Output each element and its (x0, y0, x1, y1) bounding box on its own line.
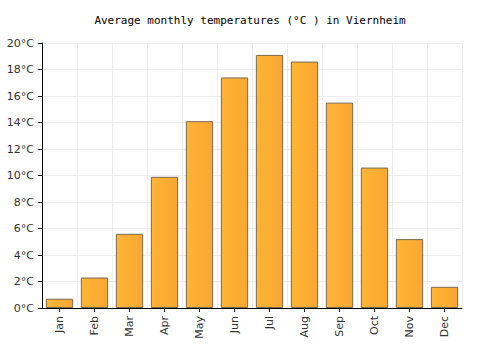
svg-text:10°C: 10°C (7, 169, 34, 182)
svg-text:8°C: 8°C (14, 196, 34, 209)
svg-text:May: May (193, 316, 206, 339)
svg-text:16°C: 16°C (7, 90, 34, 103)
svg-text:Jun: Jun (228, 316, 241, 334)
svg-text:12°C: 12°C (7, 143, 34, 156)
svg-text:6°C: 6°C (14, 222, 34, 235)
svg-text:Sep: Sep (333, 316, 346, 337)
svg-text:Feb: Feb (88, 316, 101, 335)
svg-text:Oct: Oct (368, 315, 381, 335)
svg-text:Jan: Jan (53, 316, 66, 334)
svg-text:Mar: Mar (123, 316, 136, 337)
svg-text:4°C: 4°C (14, 249, 34, 262)
svg-text:Jul: Jul (263, 316, 276, 330)
svg-text:2°C: 2°C (14, 275, 34, 288)
svg-text:Aug: Aug (298, 316, 311, 337)
svg-text:0°C: 0°C (14, 302, 34, 315)
svg-text:Nov: Nov (403, 316, 416, 338)
svg-text:14°C: 14°C (7, 116, 34, 129)
svg-text:Apr: Apr (158, 316, 171, 336)
svg-text:Average monthly temperatures (: Average monthly temperatures (°C ) in Vi… (94, 14, 406, 27)
svg-text:18°C: 18°C (7, 63, 34, 76)
svg-text:Dec: Dec (438, 316, 451, 337)
svg-text:20°C: 20°C (7, 37, 34, 50)
